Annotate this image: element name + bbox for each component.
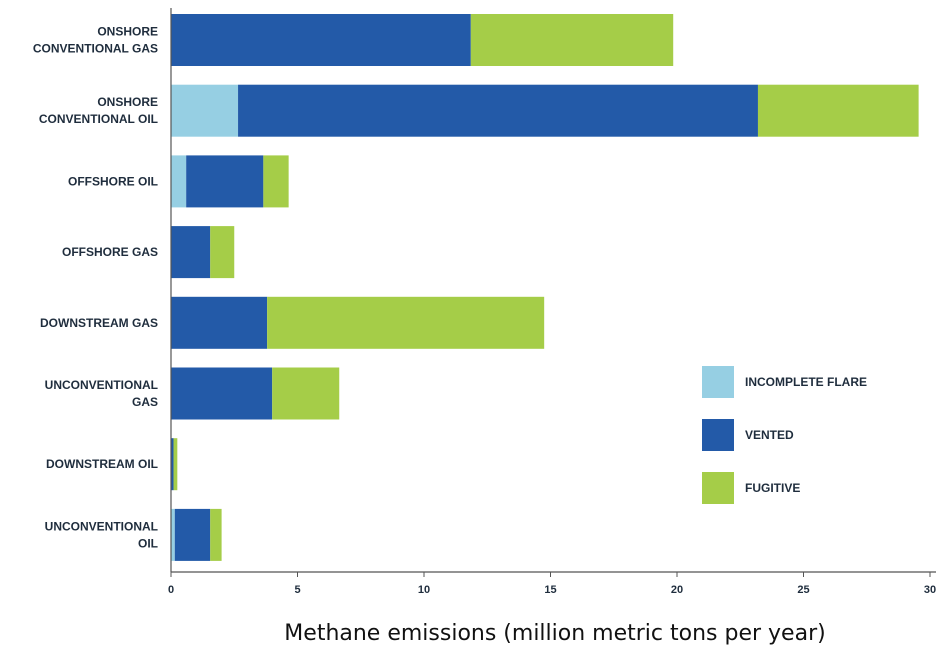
- category-label: DOWNSTREAM GAS: [40, 316, 158, 330]
- legend-swatch: [702, 472, 734, 504]
- bar-segment: [210, 226, 235, 279]
- category-labels: ONSHORE CONVENTIONAL GAS ONSHORE CONVENTION…: [33, 25, 158, 551]
- bar-segment: [171, 84, 239, 137]
- bar-segment: [171, 367, 273, 420]
- bar-segment: [757, 84, 919, 137]
- category-label: ONSHORE CONVENTIONAL GAS: [33, 25, 158, 56]
- x-tick-label: 10: [418, 584, 430, 596]
- legend-label: INCOMPLETE FLARE: [745, 375, 867, 389]
- bar-segment: [171, 155, 187, 208]
- bar-segment: [171, 296, 268, 349]
- bar-segment: [238, 84, 758, 137]
- legend-swatch: [702, 419, 734, 451]
- x-tick-label: 25: [797, 584, 809, 596]
- bar-segment: [171, 14, 471, 66]
- bar-segment: [210, 508, 222, 561]
- bar-segment: [173, 438, 178, 491]
- legend-label: FUGITIVE: [745, 481, 800, 495]
- legend-swatch: [702, 366, 734, 398]
- bar-segment: [171, 226, 211, 279]
- bar-segment: [174, 508, 211, 561]
- x-tick-label: 15: [544, 584, 556, 596]
- x-axis-label: Methane emissions (million metric tons p…: [284, 621, 825, 645]
- x-tick-label: 5: [294, 584, 300, 596]
- bar-segment: [171, 508, 175, 561]
- x-tick-label: 20: [671, 584, 683, 596]
- category-label: OFFSHORE OIL: [68, 174, 158, 188]
- bars: [171, 14, 919, 561]
- category-label: OFFSHORE GAS: [62, 245, 158, 259]
- legend: INCOMPLETE FLARE VENTED FUGITIVE: [702, 366, 867, 504]
- bar-segment: [263, 155, 289, 208]
- bar-segment: [272, 367, 340, 420]
- x-tick-label: 30: [924, 584, 936, 596]
- bar-segment: [186, 155, 264, 208]
- x-axis-ticks: 0 5 10 15 20 25 30: [168, 572, 936, 596]
- category-label: DOWNSTREAM OIL: [46, 457, 158, 471]
- bar-segment: [470, 14, 674, 66]
- category-label: UNCONVENTIONAL OIL: [45, 519, 158, 550]
- legend-label: VENTED: [745, 428, 794, 442]
- category-label: ONSHORE CONVENTIONAL OIL: [39, 95, 158, 126]
- x-tick-label: 0: [168, 584, 174, 596]
- bar-segment: [171, 438, 174, 491]
- bar-segment: [267, 296, 545, 349]
- category-label: UNCONVENTIONAL GAS: [45, 378, 158, 409]
